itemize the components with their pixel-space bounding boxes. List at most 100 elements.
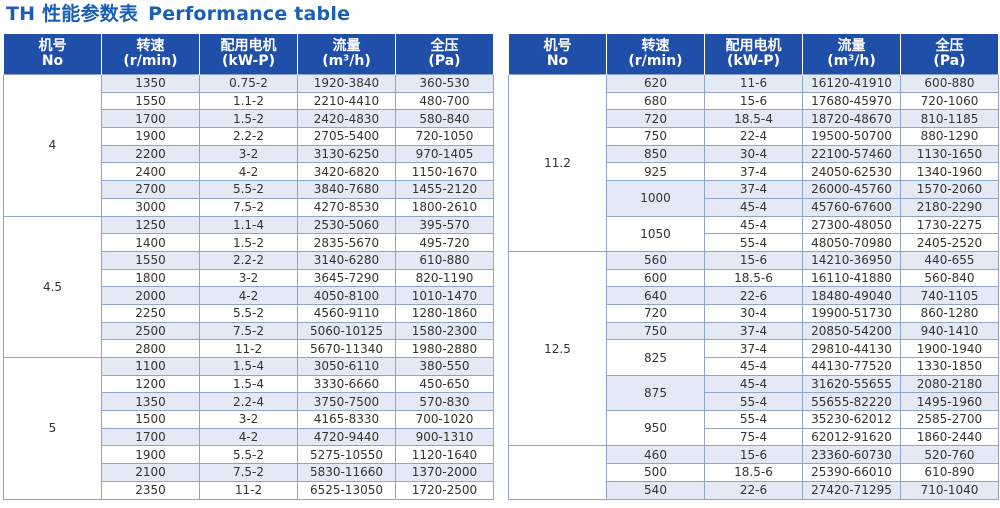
header-motor: 配用电机 (kW-P)	[704, 34, 803, 75]
motor-cell: 55-4	[704, 233, 803, 252]
rpm-cell: 560	[606, 250, 705, 270]
pressure-cell: 395-570	[395, 215, 494, 235]
motor-cell: 30-4	[704, 303, 803, 323]
motor-cell: 7.5-2	[199, 463, 298, 482]
table-body-left: 4 1350 0.75-2 1920-3840 360-530 1550 1.1-2 2210…	[3, 74, 494, 500]
flow-cell: 4165-8330	[297, 410, 396, 429]
header-flow-cn: 流量	[837, 38, 866, 54]
table-row: 1000 37-4 26000-45760 1570-2060	[509, 180, 999, 217]
rpm-cell: 640	[606, 286, 705, 305]
header-pressure-cn: 全压	[935, 38, 964, 54]
table-row: 750 37-4 20850-54200 940-1410	[509, 321, 999, 341]
pressure-cell: 2585-2700	[900, 410, 999, 429]
motor-cell: 7.5-2	[199, 197, 298, 217]
flow-cell: 3750-7500	[297, 392, 396, 412]
pressure-cell: 610-880	[395, 250, 494, 270]
table-row: 45-4 45760-67600 2180-2290	[509, 197, 999, 217]
performance-table-right: 机号 No 转速 (r/min) 配用电机 (kW-P) 流量 (m³/h) 全压 (Pa…	[508, 34, 999, 500]
pressure-cell: 810-1185	[900, 109, 999, 129]
header-pressure: 全压 (Pa)	[395, 34, 494, 75]
header-no: 机号 No	[508, 34, 607, 75]
flow-cell: 22100-57460	[802, 144, 901, 164]
table-row: 720 18.5-4 18720-48670 810-1185	[509, 109, 999, 129]
rpm-cell: 1050	[606, 215, 705, 252]
table-row: 925 37-4 24050-62530 1340-1960	[509, 162, 999, 182]
motor-cell: 55-4	[704, 392, 803, 412]
rpm-cell: 1700	[101, 427, 200, 447]
flow-cell: 62012-91620	[802, 427, 901, 447]
title-en: Performance table	[148, 3, 351, 25]
header-motor: 配用电机 (kW-P)	[199, 34, 298, 75]
pressure-cell: 900-1310	[395, 427, 494, 447]
motor-cell: 2.2-2	[199, 250, 298, 270]
pressure-cell: 440-655	[900, 250, 999, 270]
motor-cell: 3-2	[199, 410, 298, 429]
table-body-right: 11.2 620 11-6 16120-41910 600-880 680 15-6 1768…	[508, 74, 999, 500]
motor-cell: 15-6	[704, 445, 803, 465]
flow-cell: 16120-41910	[802, 74, 901, 93]
rpm-cell: 2250	[101, 303, 200, 323]
model-no-cell: 11.2	[508, 74, 607, 252]
rpm-cell: 620	[606, 74, 705, 93]
model-no-cell: 4	[3, 74, 102, 217]
motor-cell: 45-4	[704, 197, 803, 217]
flow-cell: 6525-13050	[297, 480, 396, 500]
motor-cell: 2.2-4	[199, 392, 298, 412]
motor-cell: 1.1-4	[199, 215, 298, 235]
flow-cell: 5060-10125	[297, 321, 396, 341]
motor-cell: 5.5-2	[199, 180, 298, 199]
motor-cell: 18.5-4	[704, 109, 803, 129]
header-pressure-cn: 全压	[430, 38, 459, 54]
flow-cell: 2530-5060	[297, 215, 396, 235]
motor-cell: 37-4	[704, 180, 803, 199]
flow-cell: 4050-8100	[297, 286, 396, 305]
motor-cell: 11-2	[199, 480, 298, 500]
title-cn: TH 性能参数表	[6, 3, 139, 25]
header-row: 机号 No 转速 (r/min) 配用电机 (kW-P) 流量 (m³/h) 全压 (Pa…	[3, 34, 494, 75]
table-row: 1200 1.5-4 3330-6660 450-650	[4, 374, 494, 394]
table-row: 5 1100 1.5-4 3050-6110 380-550	[3, 357, 494, 500]
rpm-cell: 1200	[101, 374, 200, 394]
rpm-cell: 2000	[101, 286, 200, 305]
table-row: 4 1350 0.75-2 1920-3840 360-530	[3, 74, 494, 217]
flow-cell: 25390-66010	[802, 463, 901, 482]
flow-cell: 19900-51730	[802, 303, 901, 323]
table-row: 1550 2.2-2 3140-6280 610-880	[4, 250, 494, 270]
motor-cell: 18.5-6	[704, 268, 803, 288]
motor-cell: 18.5-6	[704, 463, 803, 482]
pressure-cell: 610-890	[900, 463, 999, 482]
header-flow: 流量 (m³/h)	[297, 34, 396, 75]
rpm-cell: 1400	[101, 233, 200, 252]
header-motor-unit: (kW-P)	[222, 53, 275, 69]
pressure-cell: 1495-1960	[900, 392, 999, 412]
pressure-cell: 1120-1640	[395, 445, 494, 465]
motor-cell: 4-2	[199, 286, 298, 305]
flow-cell: 16110-41880	[802, 268, 901, 288]
flow-cell: 2835-5670	[297, 233, 396, 252]
motor-cell: 3-2	[199, 144, 298, 164]
table-row: 680 15-6 17680-45970 720-1060	[509, 91, 999, 111]
pressure-cell: 520-760	[900, 445, 999, 465]
pressure-cell: 1455-2120	[395, 180, 494, 199]
rpm-cell: 2350	[101, 480, 200, 500]
pressure-cell: 720-1060	[900, 91, 999, 111]
rpm-cell: 2500	[101, 321, 200, 341]
pressure-cell: 720-1050	[395, 127, 494, 146]
header-motor-cn: 配用电机	[725, 38, 782, 54]
header-row: 机号 No 转速 (r/min) 配用电机 (kW-P) 流量 (m³/h) 全压 (Pa…	[508, 34, 999, 75]
motor-cell: 5.5-2	[199, 445, 298, 465]
pressure-cell: 880-1290	[900, 127, 999, 146]
motor-cell: 37-4	[704, 162, 803, 182]
table-row: 2000 4-2 4050-8100 1010-1470	[4, 286, 494, 305]
motor-cell: 1.5-2	[199, 109, 298, 129]
table-row: 2250 5.5-2 4560-9110 1280-1860	[4, 303, 494, 323]
flow-cell: 3050-6110	[297, 357, 396, 376]
pressure-cell: 1570-2060	[900, 180, 999, 199]
pressure-cell: 970-1405	[395, 144, 494, 164]
header-rpm: 转速 (r/min)	[606, 34, 705, 75]
flow-cell: 5670-11340	[297, 339, 396, 358]
pressure-cell: 495-720	[395, 233, 494, 252]
flow-cell: 5275-10550	[297, 445, 396, 465]
pressure-cell: 2180-2290	[900, 197, 999, 217]
flow-cell: 20850-54200	[802, 321, 901, 341]
